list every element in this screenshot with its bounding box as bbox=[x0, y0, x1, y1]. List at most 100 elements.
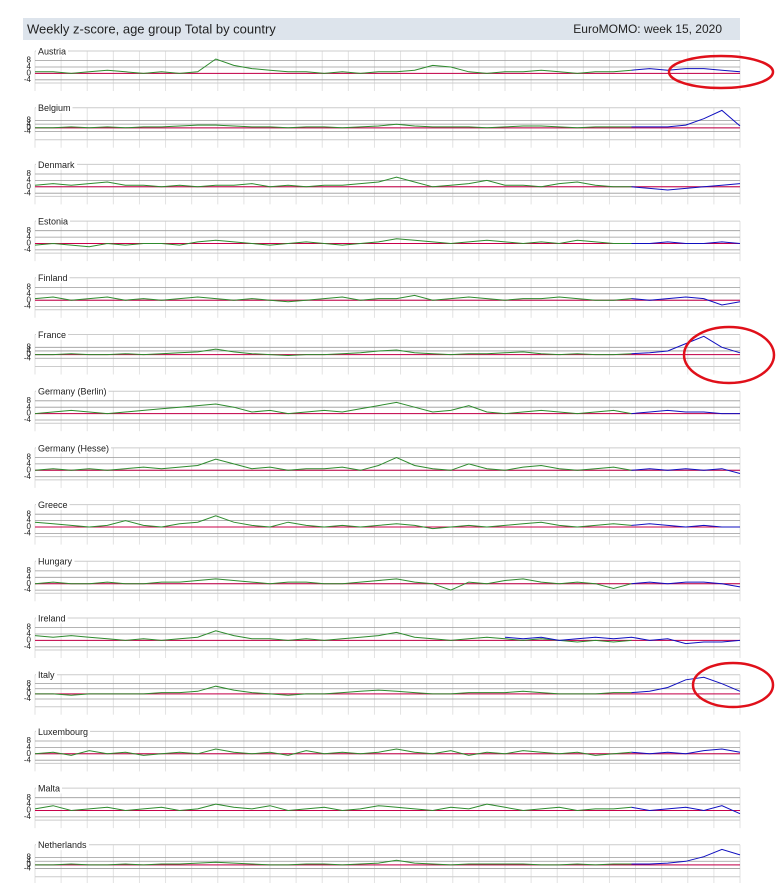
series-line bbox=[631, 523, 740, 528]
series-line bbox=[631, 335, 741, 355]
y-tick-label: -4 bbox=[24, 864, 32, 873]
panel-title-bg bbox=[36, 613, 68, 624]
y-tick-label: 0 bbox=[27, 182, 32, 191]
panel-title-bg bbox=[36, 443, 112, 454]
y-tick-label: 4 bbox=[27, 684, 32, 693]
y-tick-label: -4 bbox=[24, 353, 32, 362]
series-line bbox=[34, 238, 632, 248]
annotations bbox=[667, 54, 776, 709]
y-tick-label: 4 bbox=[27, 232, 32, 241]
series-line bbox=[631, 848, 741, 865]
series-line bbox=[34, 578, 632, 591]
y-tick-label: 8 bbox=[27, 342, 32, 351]
y-tick-label: 0 bbox=[27, 69, 32, 78]
series-line bbox=[631, 241, 741, 244]
panel-title: Estonia bbox=[38, 216, 68, 226]
y-tick-label: -4 bbox=[24, 812, 32, 821]
panel-title: Austria bbox=[38, 46, 66, 56]
panel-title-bg bbox=[36, 216, 71, 227]
panel-title: Greece bbox=[38, 500, 68, 510]
y-tick-label: -4 bbox=[24, 585, 32, 594]
y-tick-label: 8 bbox=[27, 396, 32, 405]
y-tick-label: 0 bbox=[27, 579, 32, 588]
y-tick-label: -4 bbox=[24, 642, 32, 651]
panel-title-bg bbox=[36, 273, 70, 284]
series-line bbox=[34, 176, 632, 188]
y-tick-label: 4 bbox=[27, 743, 32, 752]
panels: 840-4Austria840-4Belgium840-4Denmark840-… bbox=[24, 46, 741, 885]
y-tick-label: -4 bbox=[24, 415, 32, 424]
series-line bbox=[35, 859, 632, 866]
y-tick-label: 0 bbox=[27, 522, 32, 531]
panel-title-bg bbox=[36, 46, 69, 57]
series-line bbox=[631, 805, 741, 815]
series-line bbox=[34, 294, 632, 303]
panel-title: Netherlands bbox=[38, 840, 87, 850]
y-tick-label: 8 bbox=[27, 283, 32, 292]
series-line bbox=[631, 581, 741, 588]
panel-title-bg bbox=[36, 726, 91, 737]
series-line bbox=[504, 636, 741, 645]
y-tick-label: -4 bbox=[24, 75, 32, 84]
y-tick-label: 4 bbox=[27, 572, 32, 581]
y-tick-label: 4 bbox=[27, 516, 32, 525]
y-tick-label: 8 bbox=[27, 793, 32, 802]
highlight-ellipse bbox=[691, 661, 775, 709]
y-tick-label: 8 bbox=[27, 226, 32, 235]
panel-title: Finland bbox=[38, 273, 68, 283]
series-line bbox=[631, 109, 741, 128]
panel-title: France bbox=[38, 330, 66, 340]
y-tick-label: 0 bbox=[27, 749, 32, 758]
panel-title-bg bbox=[36, 329, 69, 340]
y-tick-label: -4 bbox=[24, 755, 32, 764]
series-line bbox=[34, 630, 632, 643]
y-tick-label: 8 bbox=[27, 853, 32, 862]
y-tick-label: 0 bbox=[27, 239, 32, 248]
header-title: Weekly z-score, age group Total by count… bbox=[27, 21, 276, 36]
y-tick-label: 4 bbox=[27, 799, 32, 808]
panel-title: Hungary bbox=[38, 557, 73, 567]
y-tick-label: -4 bbox=[24, 472, 32, 481]
y-tick-label: 4 bbox=[27, 629, 32, 638]
series-line bbox=[35, 58, 632, 74]
series-line bbox=[631, 183, 741, 191]
y-tick-label: 8 bbox=[27, 736, 32, 745]
y-tick-label: 4 bbox=[27, 346, 32, 355]
series-line bbox=[631, 468, 741, 474]
y-tick-label: 4 bbox=[27, 176, 32, 185]
series-line bbox=[34, 401, 632, 415]
y-tick-label: 0 bbox=[27, 806, 32, 815]
series-line bbox=[34, 515, 632, 530]
panel-title: Italy bbox=[38, 670, 55, 680]
panel-title: Belgium bbox=[38, 103, 71, 113]
series-line bbox=[631, 748, 741, 755]
series-line bbox=[631, 68, 741, 73]
highlight-ellipse bbox=[667, 54, 775, 90]
header-subtitle: EuroMOMO: week 15, 2020 bbox=[573, 22, 722, 36]
series-line bbox=[631, 409, 740, 415]
y-tick-label: -4 bbox=[24, 188, 32, 197]
y-tick-label: 4 bbox=[27, 459, 32, 468]
y-tick-label: 4 bbox=[27, 62, 32, 71]
series-line bbox=[35, 348, 632, 357]
y-tick-label: 0 bbox=[27, 860, 32, 869]
y-tick-label: 4 bbox=[27, 289, 32, 298]
y-tick-label: 8 bbox=[27, 679, 32, 688]
series-line bbox=[35, 685, 632, 696]
y-tick-label: 0 bbox=[27, 409, 32, 418]
series-line bbox=[34, 456, 632, 471]
y-tick-label: -4 bbox=[24, 127, 32, 136]
y-tick-label: 0 bbox=[27, 295, 32, 304]
panel-title: Germany (Hesse) bbox=[38, 443, 109, 453]
panel-title-bg bbox=[36, 386, 109, 397]
y-tick-label: 0 bbox=[27, 689, 32, 698]
panel-title: Luxembourg bbox=[38, 727, 88, 737]
series-line bbox=[35, 123, 632, 129]
panel-title-bg bbox=[36, 103, 73, 114]
y-tick-label: 8 bbox=[27, 116, 32, 125]
header-bar bbox=[23, 18, 740, 40]
panel-title-bg bbox=[36, 159, 78, 170]
y-tick-label: 8 bbox=[27, 169, 32, 178]
